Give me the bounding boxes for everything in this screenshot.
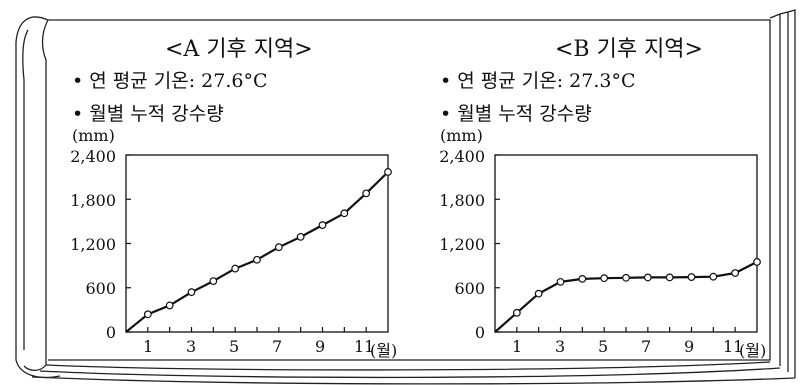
chart-a-ytick: 1,800: [70, 191, 116, 210]
chart-a-data-point: [253, 255, 261, 264]
chart-a-ytick: 600: [85, 279, 116, 298]
chart-b-title: <B 기후 지역>: [555, 37, 703, 62]
chart-a-data-point: [274, 243, 283, 252]
chart-a-data-point: [231, 264, 240, 273]
chart-a-title: <A 기후 지역>: [165, 37, 313, 62]
chart-b-xtick: 5: [598, 337, 609, 356]
chart-a-ytick: 2,400: [70, 147, 116, 166]
book-outline: [15, 9, 796, 385]
chart-a-data-point: [318, 221, 327, 229]
chart-a-ylabel: (mm): [72, 126, 115, 145]
chart-b-xtick: 11: [723, 337, 744, 356]
chart-a-xtick: 11: [354, 337, 375, 356]
chart-a-data-point: [209, 277, 218, 286]
chart-a-xtick: 7: [272, 337, 283, 356]
chart-a-xlabel: (월): [370, 341, 398, 360]
chart-a-xtick: 5: [229, 337, 240, 356]
chart-b-ytick: 1,800: [439, 191, 485, 210]
chart-b-data-point: [709, 272, 718, 281]
chart-a-precip-label: • 월별 누적 강수량: [72, 103, 224, 125]
chart-b-data-point: [534, 289, 543, 298]
chart-a-temperature: • 연 평균 기온: 27.6°C: [72, 70, 268, 92]
chart-a-data-point: [384, 168, 392, 176]
chart-b-xtick: 1: [512, 337, 523, 356]
chart-b-data-point: [665, 273, 674, 282]
chart-a-ytick: 1,200: [70, 235, 116, 254]
chart-b-ylabel: (mm): [440, 126, 483, 145]
chart-b-temperature: • 연 평균 기온: 27.3°C: [440, 70, 636, 92]
chart-b-data-point: [512, 308, 521, 317]
chart-a-data-point: [143, 310, 152, 319]
chart-a-plot-frame: [125, 154, 389, 333]
chart-b-data-point: [600, 274, 609, 283]
chart-b-xtick: 9: [684, 337, 695, 356]
chart-b-data-point: [731, 269, 740, 277]
chart-b-ytick: 1,200: [439, 235, 485, 254]
chart-a-ytick: 0: [105, 323, 116, 342]
chart-a-xtick: 9: [315, 337, 326, 356]
chart-b-data-point: [578, 275, 587, 283]
chart-b-xtick: 3: [555, 337, 566, 356]
chart-b-data-point: [753, 258, 761, 266]
chart-b-data-point: [622, 273, 630, 282]
chart-a-data-point: [187, 288, 196, 297]
chart-b-xlabel: (월): [739, 341, 767, 360]
chart-b-series-line: [494, 260, 758, 333]
chart-a-xtick: 3: [186, 337, 197, 356]
chart-b-plot-frame: [494, 154, 758, 333]
chart-b-data-point: [643, 273, 652, 282]
chart-b-ytick: 2,400: [439, 147, 485, 166]
chart-a-data-point: [296, 232, 305, 241]
chart-b-ytick: 0: [474, 323, 485, 342]
chart-b-data-point: [556, 277, 565, 286]
chart-a-data-point: [340, 209, 349, 218]
chart-a-series-line: [125, 171, 389, 333]
chart-a-xtick: 1: [143, 337, 154, 356]
chart-b-ytick: 600: [454, 279, 485, 298]
chart-b-precip-label: • 월별 누적 강수량: [440, 103, 592, 125]
chart-b-data-point: [687, 273, 696, 281]
chart-a-data-point: [165, 301, 174, 310]
chart-a-data-point: [362, 189, 371, 198]
chart-b-xtick: 7: [641, 337, 652, 356]
charts-layer: [125, 154, 761, 333]
